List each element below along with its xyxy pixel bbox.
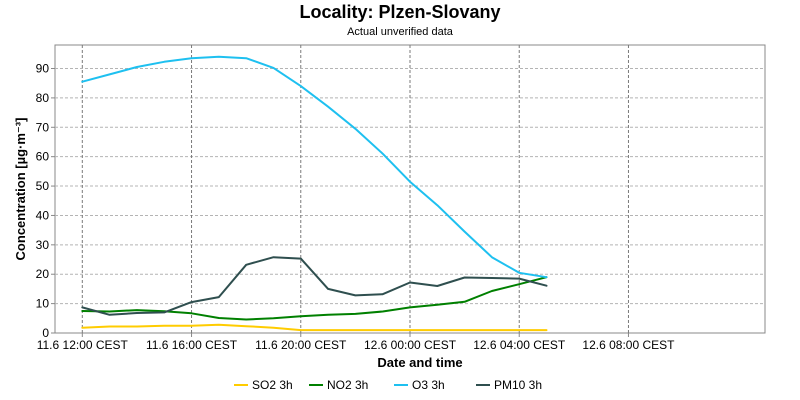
series-lines: [81, 55, 548, 332]
y-tick-label: 70: [36, 120, 50, 134]
series-line-so2-3h: [81, 323, 548, 332]
x-tick-label: 11.6 16:00 CEST: [146, 338, 238, 352]
y-tick-label: 50: [36, 179, 50, 193]
x-tick-label: 12.6 08:00 CEST: [582, 338, 675, 352]
y-tick-label: 40: [36, 208, 50, 222]
legend-label: PM10 3h: [494, 378, 542, 392]
y-tick-label: 20: [36, 267, 50, 281]
x-tick-label: 12.6 00:00 CEST: [364, 338, 457, 352]
x-tick-label: 11.6 12:00 CEST: [37, 338, 129, 352]
y-tick-label: 10: [36, 297, 50, 311]
legend-label: NO2 3h: [327, 378, 368, 392]
series-line-no2-3h: [81, 276, 548, 321]
y-tick-label: 0: [42, 326, 49, 340]
x-tick-label: 12.6 04:00 CEST: [473, 338, 566, 352]
x-axis-label: Date and time: [377, 355, 462, 370]
series-line-pm10-3h: [81, 256, 548, 316]
plot-area: [54, 44, 766, 334]
legend-label: O3 3h: [412, 378, 445, 392]
y-tick-label: 80: [36, 91, 50, 105]
chart-subtitle: Actual unverified data: [347, 26, 454, 38]
x-tick-label: 11.6 20:00 CEST: [255, 338, 347, 352]
series-line-o3-3h: [81, 55, 548, 279]
y-tick-label: 60: [36, 150, 50, 164]
y-tick-label: 90: [36, 62, 50, 76]
y-axis-label: Concentration [µg·m⁻³]: [13, 118, 28, 261]
grid-lines: [55, 45, 765, 333]
y-axis-ticks: 0 10 20 30 40 50 60 70 80 90: [36, 62, 55, 340]
x-axis-ticks: 11.6 12:00 CEST 11.6 16:00 CEST 11.6 20:00…: [37, 333, 675, 352]
legend-label: SO2 3h: [252, 378, 293, 392]
legend: SO2 3h NO2 3h O3 3h PM10 3h: [234, 378, 542, 392]
chart-title: Locality: Plzen-Slovany: [299, 2, 500, 22]
y-tick-label: 30: [36, 238, 50, 252]
